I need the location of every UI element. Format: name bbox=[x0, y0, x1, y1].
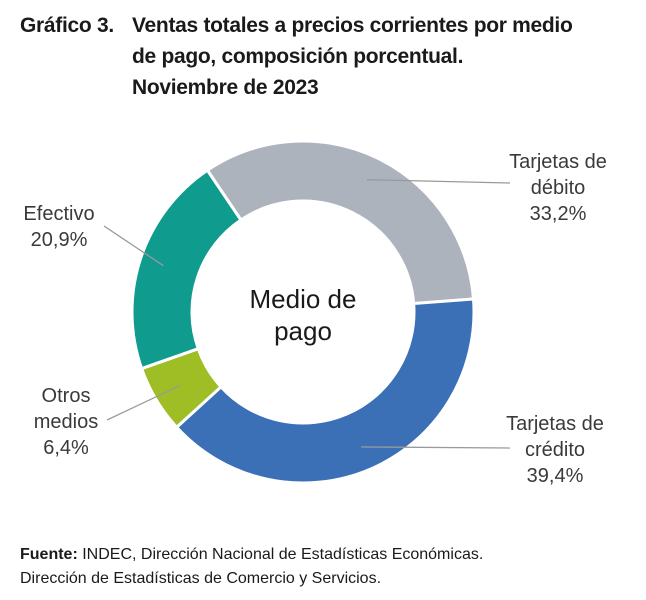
slices-layer bbox=[130, 139, 476, 485]
slice-value-label: 20,9% bbox=[31, 229, 88, 251]
slice-efectivo bbox=[130, 168, 244, 371]
title-line-1: Ventas totales a precios corrientes por … bbox=[132, 14, 573, 37]
source-note: Fuente: INDEC, Dirección Nacional de Est… bbox=[20, 543, 630, 591]
slice-label-otros-medios: Otros medios 6,4% bbox=[34, 385, 98, 459]
chart-title-text: Ventas totales a precios corrientes por … bbox=[132, 10, 632, 103]
slice-label-tarjetas-de-debito: Tarjetas de débito 33,2% bbox=[509, 151, 607, 225]
title-line-2: de pago, composición porcentual. bbox=[132, 45, 464, 68]
source-line-2: Dirección de Estadísticas de Comercio y … bbox=[20, 570, 382, 587]
slice-value-label: 33,2% bbox=[530, 203, 587, 225]
center-label-line: Medio de bbox=[250, 284, 357, 314]
leader-line-otros-medios bbox=[106, 385, 180, 421]
title-line-3: Noviembre de 2023 bbox=[132, 76, 319, 99]
slice-name-line: Tarjetas de bbox=[506, 413, 604, 435]
slice-name-line: medios bbox=[34, 411, 98, 433]
source-label: Fuente: bbox=[20, 546, 78, 563]
chart-number-label: Gráfico 3. bbox=[20, 14, 114, 37]
center-label: Medio de pago bbox=[250, 284, 357, 346]
center-label-text: Medio de pago bbox=[250, 284, 357, 346]
slice-name-line: Tarjetas de bbox=[509, 151, 607, 173]
slice-name-line: crédito bbox=[525, 439, 585, 461]
slice-tarjetas-de-debito bbox=[205, 139, 476, 306]
slice-tarjetas-de-credito bbox=[174, 297, 476, 485]
slice-name-line: Otros bbox=[42, 385, 91, 407]
slice-name-line: Efectivo bbox=[23, 203, 94, 225]
slice-label-tarjetas-de-credito: Tarjetas de crédito 39,4% bbox=[506, 413, 604, 487]
leader-lines-layer bbox=[103, 179, 511, 449]
slice-value-label: 39,4% bbox=[527, 465, 584, 487]
source-line-1: Fuente: INDEC, Dirección Nacional de Est… bbox=[20, 543, 630, 567]
leader-line-efectivo bbox=[103, 225, 164, 267]
center-label-line: pago bbox=[274, 316, 332, 346]
slice-labels-layer: Tarjetas de débito 33,2% Tarjetas de crédito… bbox=[23, 151, 607, 487]
source-text-1: INDEC, Dirección Nacional de Estadística… bbox=[82, 546, 484, 563]
leader-line-tarjetas-de-debito bbox=[367, 179, 511, 184]
slice-name-line: débito bbox=[531, 177, 586, 199]
leader-line-tarjetas-de-credito bbox=[361, 446, 511, 449]
slice-value-label: 6,4% bbox=[43, 437, 89, 459]
slice-label-efectivo: Efectivo 20,9% bbox=[23, 203, 94, 251]
